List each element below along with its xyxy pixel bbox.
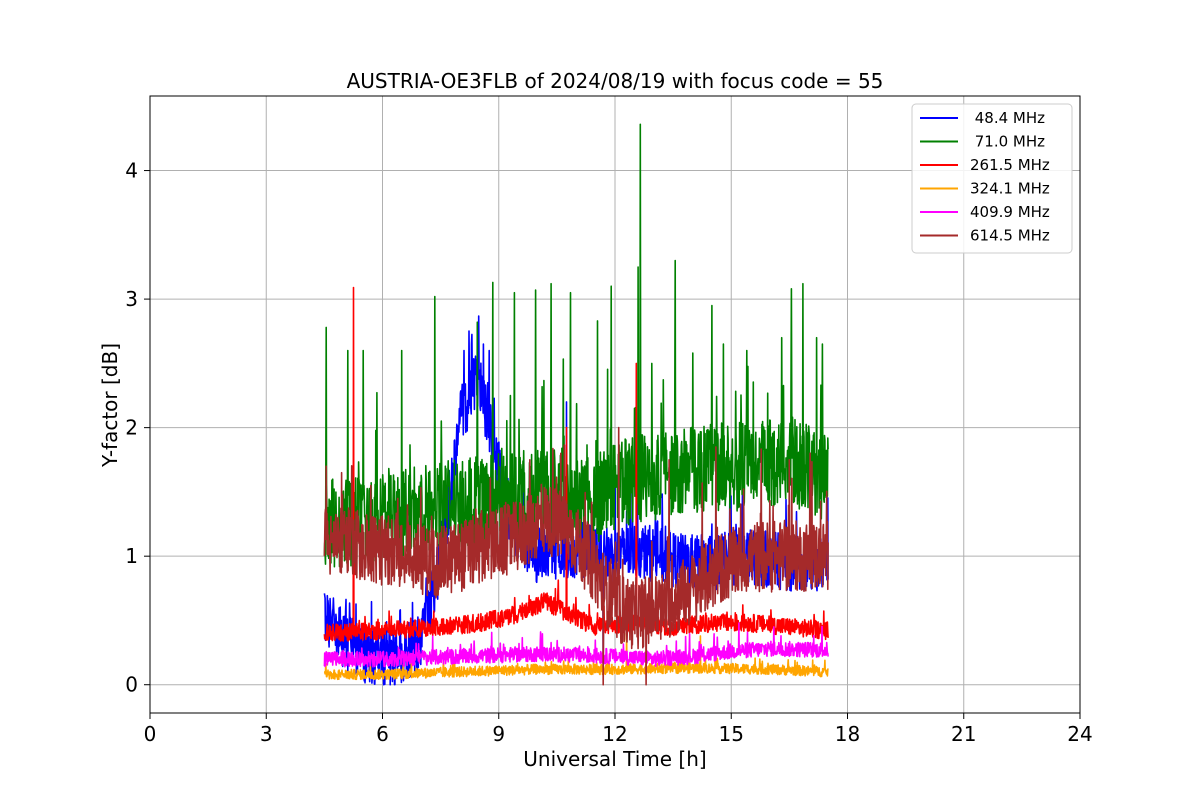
x-tick-label: 12	[602, 722, 627, 746]
y-ticks: 0 1 2 3 4	[125, 159, 150, 697]
x-tick-label: 21	[951, 722, 976, 746]
y-axis-label: Y-factor [dB]	[98, 343, 122, 468]
y-tick-label: 3	[125, 287, 138, 311]
legend-label: 324.1 MHz	[970, 180, 1050, 198]
legend-label: 261.5 MHz	[970, 156, 1050, 174]
y-tick-label: 0	[125, 673, 138, 697]
x-tick-label: 18	[835, 722, 860, 746]
chart-title: AUSTRIA-OE3FLB of 2024/08/19 with focus …	[347, 69, 884, 93]
legend-label: 48.4 MHz	[970, 109, 1045, 127]
series-line	[323, 286, 829, 642]
y-tick-label: 4	[125, 159, 138, 183]
legend-label: 614.5 MHz	[970, 227, 1050, 245]
legend-label: 409.9 MHz	[970, 203, 1050, 221]
x-tick-label: 3	[260, 722, 273, 746]
legend-label: 71.0 MHz	[970, 133, 1045, 151]
series-line	[323, 622, 829, 668]
series-line	[323, 426, 829, 686]
x-axis-label: Universal Time [h]	[523, 747, 706, 771]
legend: 48.4 MHz 71.0 MHz 261.5 MHz 324.1 MHz 409.9…	[911, 103, 1073, 254]
x-tick-label: 15	[719, 722, 744, 746]
x-tick-label: 24	[1067, 722, 1092, 746]
y-tick-label: 1	[125, 544, 138, 568]
x-tick-label: 0	[144, 722, 157, 746]
x-tick-label: 9	[492, 722, 505, 746]
x-tick-label: 6	[376, 722, 389, 746]
x-ticks: 0 3 6 9 12 15 18 21 24	[144, 713, 1093, 746]
series-lines	[323, 123, 829, 686]
y-tick-label: 2	[125, 416, 138, 440]
series-line	[323, 632, 829, 681]
